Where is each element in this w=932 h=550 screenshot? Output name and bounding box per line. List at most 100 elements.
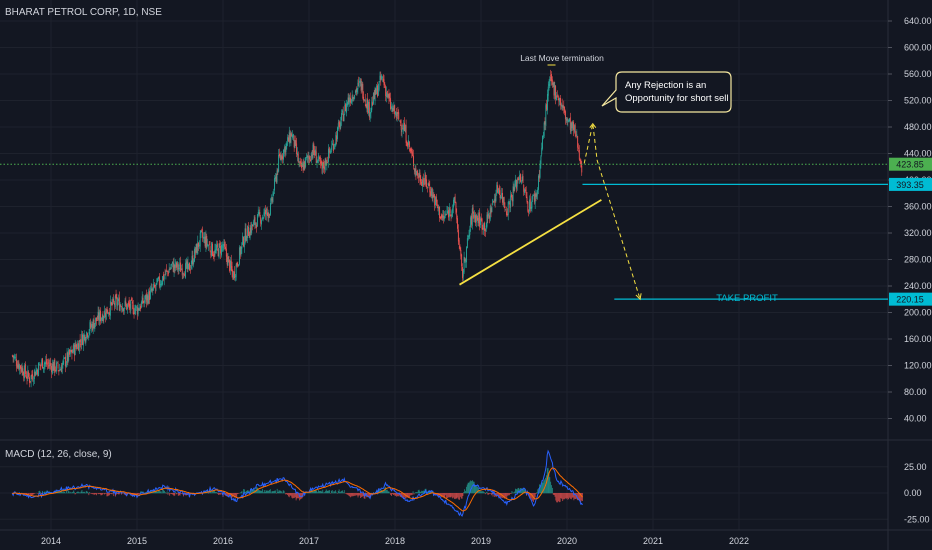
candle-body: [504, 206, 506, 208]
projection-path[interactable]: [583, 123, 641, 300]
macd-histogram-bar: [404, 493, 406, 499]
candle-body: [325, 158, 327, 166]
candle-body: [510, 195, 512, 207]
candle-body: [450, 214, 452, 216]
candle-body: [452, 208, 454, 212]
candle-body: [265, 210, 267, 215]
macd-axis[interactable]: 25.00 0.00 -25.00: [904, 462, 930, 525]
support-trendline[interactable]: [459, 199, 602, 286]
macd-histogram-bar: [563, 493, 564, 500]
candle-body: [259, 212, 261, 216]
time-axis[interactable]: 2014 2015 2016 2017 2018 2019 2020 2021 2022: [41, 536, 749, 546]
macd-histogram-bar: [215, 492, 217, 494]
macd-histogram-bar: [396, 493, 398, 497]
candle-body: [341, 110, 343, 113]
macd-histogram-bar: [431, 491, 433, 494]
macd-histogram-bar: [498, 493, 500, 498]
candle-body: [320, 162, 322, 164]
macd-histogram-bar: [357, 493, 359, 498]
macd-histogram-bar: [559, 493, 561, 502]
macd-histogram-bar: [542, 482, 544, 494]
macd-histogram-bar: [96, 493, 97, 496]
macd-histogram-bar: [523, 488, 525, 494]
macd-histogram-bar: [343, 490, 345, 494]
callout-bubble[interactable]: Any Rejection is an Opportunity for shor…: [601, 71, 732, 113]
candle-body: [113, 299, 115, 302]
candle-body: [535, 193, 537, 197]
candle-body: [183, 274, 185, 275]
macd-histogram-bar: [348, 493, 349, 496]
candle-body: [177, 263, 179, 270]
macd-histogram-bar: [54, 491, 55, 494]
macd-histogram-bar: [180, 493, 182, 494]
macd-histogram-bar: [468, 482, 470, 494]
macd-histogram-bar: [79, 492, 81, 494]
candle-body: [11, 355, 13, 357]
macd-histogram-bar: [332, 492, 334, 494]
candle-body: [257, 212, 259, 216]
macd-histogram-bar: [521, 488, 522, 494]
macd-histogram-bar: [123, 493, 125, 495]
candle-body: [365, 104, 367, 108]
candle-body: [341, 112, 343, 121]
candle-body: [493, 201, 494, 202]
macd-histogram-bar: [406, 493, 408, 497]
macd-histogram-bar: [119, 493, 121, 494]
candle-body: [489, 206, 491, 220]
candle-body: [349, 99, 351, 103]
candle-body: [81, 333, 83, 344]
candle-body: [501, 193, 503, 195]
candle-body: [16, 366, 18, 368]
candle-body: [129, 304, 131, 309]
macd-histogram-bar: [320, 490, 322, 494]
candle-body: [443, 215, 445, 218]
candle-body: [15, 357, 17, 359]
candle-body: [113, 302, 115, 306]
candle-body: [533, 193, 535, 202]
macd-histogram-bar: [75, 493, 77, 494]
macd-histogram-bar: [112, 492, 114, 494]
macd-histogram-bar: [282, 490, 284, 494]
candle-body: [352, 97, 354, 99]
candle-body: [310, 159, 311, 162]
macd-histogram-bar: [340, 491, 342, 494]
macd-histogram-bar: [296, 493, 298, 499]
candle-body: [578, 150, 580, 160]
macd-histogram-bar: [422, 490, 424, 494]
candle-body: [389, 97, 391, 99]
candle-body: [354, 90, 356, 94]
candle-body: [574, 125, 576, 135]
macd-histogram-bar: [577, 493, 579, 501]
candle-body: [359, 81, 360, 83]
candle-body: [220, 246, 222, 254]
macd-histogram-bar: [485, 492, 487, 494]
candle-body: [456, 214, 458, 220]
macd-histogram-bar: [336, 492, 337, 494]
macd-histogram-bar: [41, 493, 42, 495]
candle-body: [517, 178, 519, 180]
macd-histogram-bar: [450, 493, 452, 498]
candle-body: [46, 363, 48, 365]
macd-histogram-bar: [250, 488, 252, 494]
macd-histogram-bar: [74, 493, 76, 495]
candle-body: [461, 254, 463, 267]
macd-tick-label: -25.00: [904, 514, 930, 524]
macd-histogram-bar: [179, 493, 181, 496]
candle-body: [159, 284, 161, 288]
candle-body: [203, 236, 204, 239]
macd-histogram-bar: [449, 493, 451, 498]
candle-body: [430, 188, 432, 197]
macd-histogram-bar: [158, 490, 159, 494]
macd-histogram-bar: [368, 493, 370, 497]
candle-body: [370, 107, 372, 114]
price-axis[interactable]: 640.00600.00560.00520.00480.00440.00400.…: [888, 16, 932, 424]
x-tick-label: 2016: [213, 536, 233, 546]
macd-histogram-bar: [71, 492, 73, 494]
macd-histogram-bar: [72, 490, 74, 494]
macd-histogram-bar: [342, 490, 343, 494]
candle-body: [104, 312, 106, 318]
macd-histogram-bar: [385, 486, 386, 494]
candle-body: [323, 161, 325, 169]
candle-body: [458, 240, 460, 245]
